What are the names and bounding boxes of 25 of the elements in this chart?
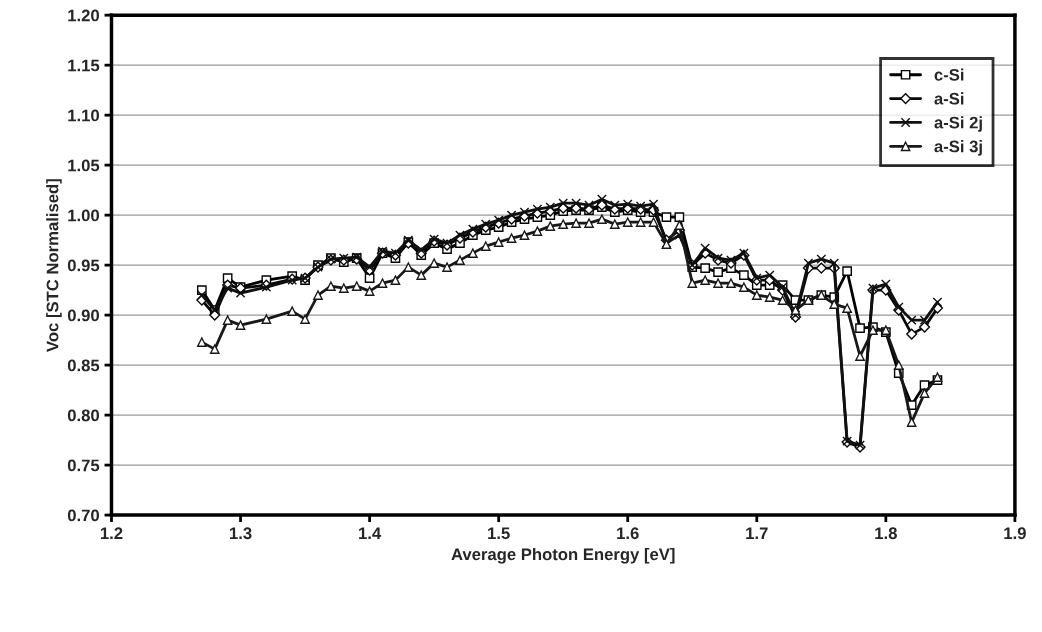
y-tick-label: 1.20 bbox=[68, 9, 100, 22]
y-tick-label: 0.90 bbox=[67, 309, 100, 322]
x-tick-label: 1.9 bbox=[1004, 527, 1026, 540]
x-tick-label: 1.3 bbox=[230, 527, 252, 540]
x-tick-label: 1.7 bbox=[746, 527, 768, 539]
x-axis-title: Average Photon Energy [eV] bbox=[451, 547, 675, 564]
legend-label: c-Si bbox=[934, 68, 964, 81]
y-tick-label: 0.95 bbox=[67, 259, 100, 272]
y-tick-label: 0.85 bbox=[67, 359, 100, 372]
y-tick-label: 1.10 bbox=[68, 109, 100, 122]
legend-label: a-Si 2j bbox=[934, 116, 982, 132]
legend-label: a-Si bbox=[934, 92, 964, 105]
x-tick-label: 1.6 bbox=[617, 527, 639, 540]
y-tick-label: 1.05 bbox=[68, 159, 100, 172]
y-axis-title: Voc [STC Normalised] bbox=[46, 179, 62, 352]
y-tick-label: 0.75 bbox=[67, 459, 100, 472]
legend-label: a-Si 3j bbox=[934, 140, 982, 156]
x-tick-label: 1.5 bbox=[488, 527, 510, 540]
y-tick-label: 1.00 bbox=[68, 209, 100, 222]
x-tick-label: 1.4 bbox=[359, 527, 382, 539]
y-tick-label: 1.15 bbox=[68, 59, 100, 72]
y-tick-label: 0.70 bbox=[67, 509, 100, 522]
x-tick-label: 1.8 bbox=[875, 527, 897, 540]
y-tick-label: 0.80 bbox=[67, 409, 100, 422]
x-tick-label: 1.2 bbox=[100, 527, 123, 539]
